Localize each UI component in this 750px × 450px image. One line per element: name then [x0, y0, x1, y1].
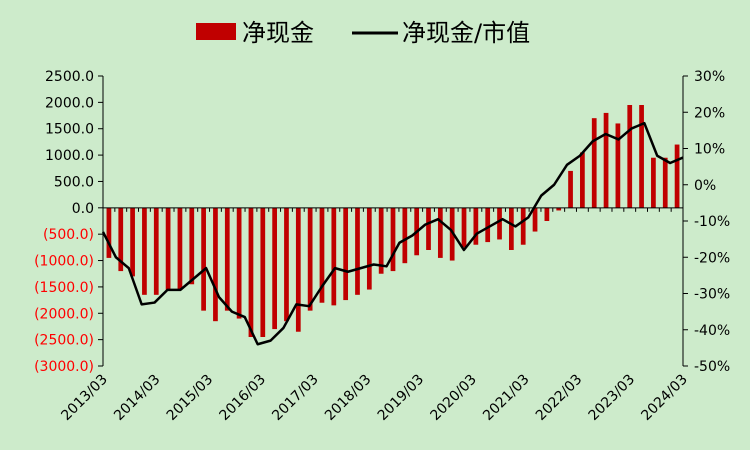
bar [473, 207, 479, 245]
bar [461, 207, 467, 248]
y-right-tick-label: -40% [694, 323, 730, 339]
y-left-tick-label: 0.0 [72, 201, 94, 217]
y-left-tick-label: (3000.0) [34, 359, 94, 375]
bar [189, 207, 195, 285]
y-right-tick-label: -10% [694, 214, 730, 230]
legend-bar-label: 净现金 [242, 19, 314, 47]
bar [615, 123, 621, 208]
y-left-tick-label: 1000.0 [45, 148, 94, 164]
bar [390, 207, 396, 272]
bar [106, 207, 112, 258]
bar [556, 207, 562, 211]
y-right-tick-label: -30% [694, 287, 730, 303]
x-tick-label: 2014/03 [111, 372, 163, 424]
bar [509, 207, 514, 250]
bar [402, 207, 408, 264]
y-right-tick-label: 20% [694, 105, 725, 121]
bar [319, 207, 325, 303]
bar [224, 207, 230, 311]
bar [485, 207, 491, 243]
bar [591, 118, 597, 208]
y-left-tick-label: 1500.0 [45, 122, 94, 138]
y-right-tick-label: -20% [694, 250, 730, 266]
y-left-tick-label: (1500.0) [34, 280, 94, 296]
bar [272, 207, 277, 330]
x-tick-label: 2013/03 [58, 372, 110, 424]
x-tick-label: 2024/03 [638, 372, 690, 424]
bar [544, 207, 550, 221]
bar [307, 207, 313, 311]
legend-bar-swatch [196, 23, 236, 40]
bar [248, 207, 254, 337]
bar [532, 207, 538, 232]
bar [568, 170, 573, 208]
x-tick-label: 2020/03 [427, 372, 479, 424]
bar [177, 207, 183, 290]
x-tick-label: 2021/03 [480, 372, 532, 424]
y-right-tick-label: 30% [694, 69, 725, 85]
y-right-tick-label: 0% [694, 178, 716, 194]
x-tick-label: 2022/03 [533, 372, 585, 424]
y-left-tick-label: (500.0) [43, 227, 94, 243]
bar [497, 207, 502, 240]
y-left-tick-label: 2500.0 [45, 69, 94, 85]
bar [520, 207, 526, 245]
bar [213, 207, 218, 322]
bar [651, 157, 656, 208]
bar [343, 207, 349, 301]
bar [284, 207, 289, 322]
bar [201, 207, 206, 311]
bar [366, 207, 372, 290]
bar [165, 207, 171, 290]
legend-line-label: 净现金/市值 [402, 19, 530, 47]
bar [153, 207, 159, 295]
y-left-tick-label: 2000.0 [45, 95, 94, 111]
bar [295, 207, 301, 332]
bar [627, 105, 633, 208]
x-tick-label: 2019/03 [375, 372, 427, 424]
x-tick-label: 2023/03 [586, 372, 638, 424]
bar [674, 144, 680, 208]
x-tick-label: 2017/03 [269, 372, 321, 424]
bar [355, 207, 360, 295]
x-tick-label: 2018/03 [322, 372, 374, 424]
y-right-tick-label: 10% [694, 142, 725, 158]
y-right-tick-label: -50% [694, 359, 730, 375]
bar [603, 112, 609, 208]
y-left-tick-label: (1000.0) [34, 254, 94, 270]
y-left-tick-label: 500.0 [54, 174, 94, 190]
bar [118, 207, 124, 272]
bar [426, 207, 431, 250]
bar [260, 207, 266, 337]
bar [662, 157, 668, 208]
bar [437, 207, 443, 258]
bar [142, 207, 147, 295]
bar [236, 207, 242, 319]
x-tick-label: 2016/03 [217, 372, 269, 424]
x-tick-label: 2015/03 [164, 372, 216, 424]
bar [639, 105, 644, 208]
series-line [101, 121, 684, 346]
y-left-tick-label: (2500.0) [34, 333, 94, 349]
bar [130, 207, 135, 277]
legend: 净现金 净现金/市值 [196, 19, 530, 47]
y-left-tick-label: (2000.0) [34, 306, 94, 322]
bar [331, 207, 337, 306]
bar [580, 152, 585, 208]
bar [378, 207, 384, 274]
plot-area: 2500.0 2000.0 1500.0 1000.0 500.0 0.0 (500.0) (… [34, 69, 730, 424]
